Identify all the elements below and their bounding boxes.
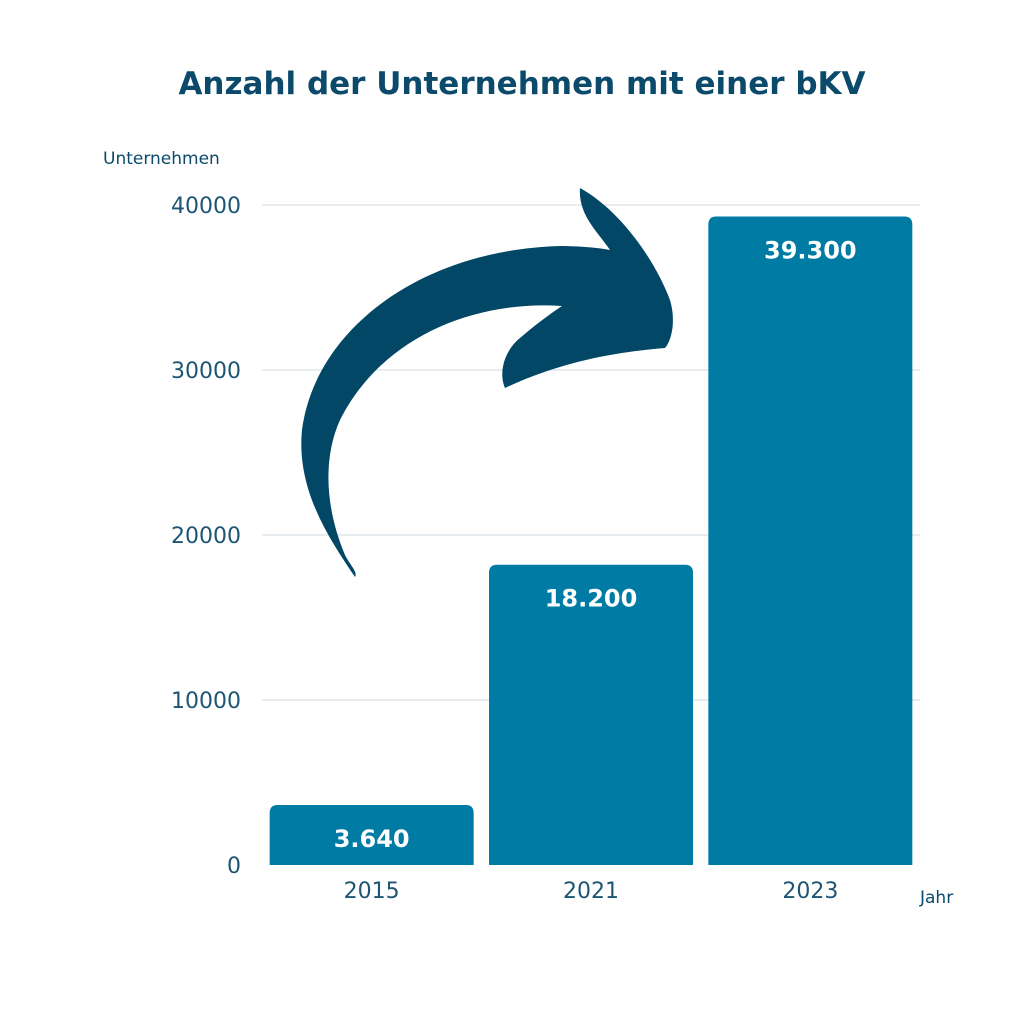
y-tick-label: 0 bbox=[227, 854, 241, 879]
bar bbox=[269, 804, 474, 865]
x-tick-label: 2023 bbox=[782, 879, 838, 904]
x-tick-label: 2015 bbox=[344, 879, 400, 904]
y-tick-label: 30000 bbox=[171, 359, 241, 384]
data-label: 39.300 bbox=[764, 237, 857, 265]
data-label: 18.200 bbox=[545, 585, 638, 613]
chart-title: Anzahl der Unternehmen mit einer bKV bbox=[178, 66, 865, 102]
y-axis-label: Unternehmen bbox=[103, 149, 220, 169]
curved-arrow-icon bbox=[301, 188, 673, 577]
y-tick-label: 20000 bbox=[171, 524, 241, 549]
x-axis-label: Jahr bbox=[919, 888, 953, 908]
y-tick-label: 10000 bbox=[171, 689, 241, 714]
x-tick-label: 2021 bbox=[563, 879, 619, 904]
data-label: 3.640 bbox=[334, 825, 410, 853]
y-tick-label: 40000 bbox=[171, 194, 241, 219]
bar bbox=[489, 564, 693, 865]
bar bbox=[708, 216, 913, 866]
